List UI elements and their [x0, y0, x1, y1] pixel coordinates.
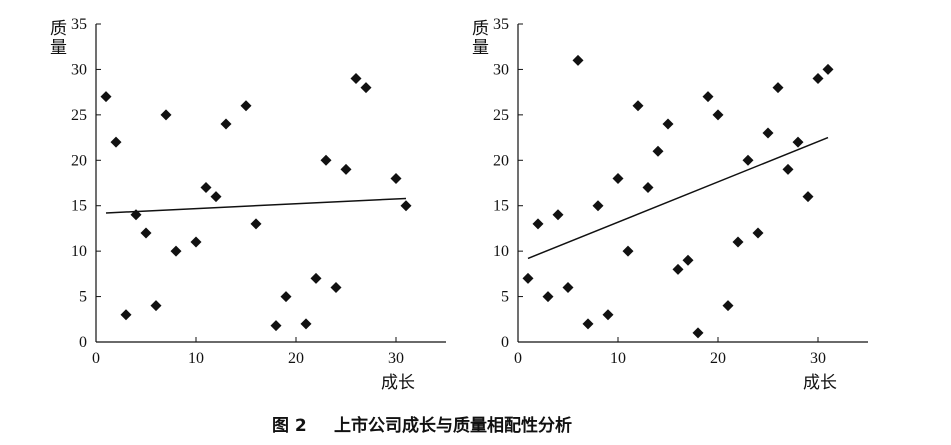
data-point [742, 154, 754, 166]
x-tick-label: 10 [610, 350, 626, 367]
data-point [572, 54, 584, 66]
data-point [812, 73, 824, 85]
data-point [390, 172, 402, 184]
data-point [642, 182, 654, 194]
figure-caption-text: 上市公司成长与质量相配性分析 [334, 415, 572, 436]
x-tick-label: 0 [514, 350, 522, 367]
data-point [662, 118, 674, 130]
x-tick-label: 30 [388, 350, 404, 367]
data-point [702, 91, 714, 103]
y-tick-label: 20 [493, 152, 509, 169]
y-tick-label: 15 [493, 198, 509, 215]
data-point [240, 100, 252, 112]
data-point [140, 227, 152, 239]
data-point [130, 209, 142, 221]
x-tick-label: 30 [810, 350, 826, 367]
data-point [360, 82, 372, 94]
y-tick-label: 10 [71, 243, 87, 260]
y-tick-label: 35 [493, 16, 509, 33]
data-point [592, 200, 604, 212]
data-point [772, 82, 784, 94]
y-axis-label-char: 量 [50, 38, 67, 58]
figure-caption-number: 图 2 [272, 416, 307, 436]
y-axis-label-char: 质 [50, 19, 67, 39]
data-point [562, 281, 574, 293]
data-point [170, 245, 182, 257]
data-point [682, 254, 694, 266]
y-axis-label-char: 质 [472, 19, 489, 39]
data-point [612, 172, 624, 184]
y-tick-label: 35 [71, 16, 87, 33]
data-point [762, 127, 774, 139]
data-point [692, 327, 704, 339]
x-tick-label: 20 [288, 350, 304, 367]
data-point [330, 281, 342, 293]
y-tick-label: 0 [79, 334, 87, 351]
data-point [652, 145, 664, 157]
y-tick-label: 25 [493, 107, 509, 124]
data-point [732, 236, 744, 248]
data-point [752, 227, 764, 239]
y-tick-label: 30 [493, 61, 509, 78]
data-point [542, 291, 554, 303]
data-point [190, 236, 202, 248]
y-axis-label: 质量 [50, 19, 67, 58]
data-point [200, 182, 212, 194]
y-tick-label: 20 [71, 152, 87, 169]
data-point [210, 191, 222, 203]
data-point [622, 245, 634, 257]
data-point [120, 309, 132, 321]
data-point [270, 320, 282, 332]
data-point [150, 300, 162, 312]
data-point [582, 318, 594, 330]
data-point [160, 109, 172, 121]
data-point [250, 218, 262, 230]
data-point [522, 272, 534, 284]
trend-line [105, 197, 407, 214]
x-axis-label: 成长 [381, 373, 415, 393]
data-point [340, 163, 352, 175]
y-axis-label: 质量 [472, 19, 489, 58]
y-axis-label-char: 量 [472, 38, 489, 58]
data-point [782, 163, 794, 175]
data-point [822, 63, 834, 75]
data-point [672, 263, 684, 275]
y-tick-label: 0 [501, 334, 509, 351]
y-tick-label: 30 [71, 61, 87, 78]
data-point [552, 209, 564, 221]
data-point [110, 136, 122, 148]
y-tick-label: 5 [501, 289, 509, 306]
data-point [280, 291, 292, 303]
y-tick-label: 5 [79, 289, 87, 306]
data-point [802, 191, 814, 203]
data-point [300, 318, 312, 330]
x-axis-label: 成长 [803, 373, 837, 393]
data-point [350, 73, 362, 85]
y-tick-label: 10 [493, 243, 509, 260]
data-point [712, 109, 724, 121]
data-point [220, 118, 232, 130]
data-point [632, 100, 644, 112]
data-point [602, 309, 614, 321]
data-point [532, 218, 544, 230]
trend-line [527, 136, 829, 260]
data-point [792, 136, 804, 148]
y-tick-label: 15 [71, 198, 87, 215]
x-tick-label: 20 [710, 350, 726, 367]
data-point [400, 200, 412, 212]
x-tick-label: 10 [188, 350, 204, 367]
data-point [100, 91, 112, 103]
data-point [722, 300, 734, 312]
data-point [310, 272, 322, 284]
y-tick-label: 25 [71, 107, 87, 124]
x-tick-label: 0 [92, 350, 100, 367]
data-point [320, 154, 332, 166]
